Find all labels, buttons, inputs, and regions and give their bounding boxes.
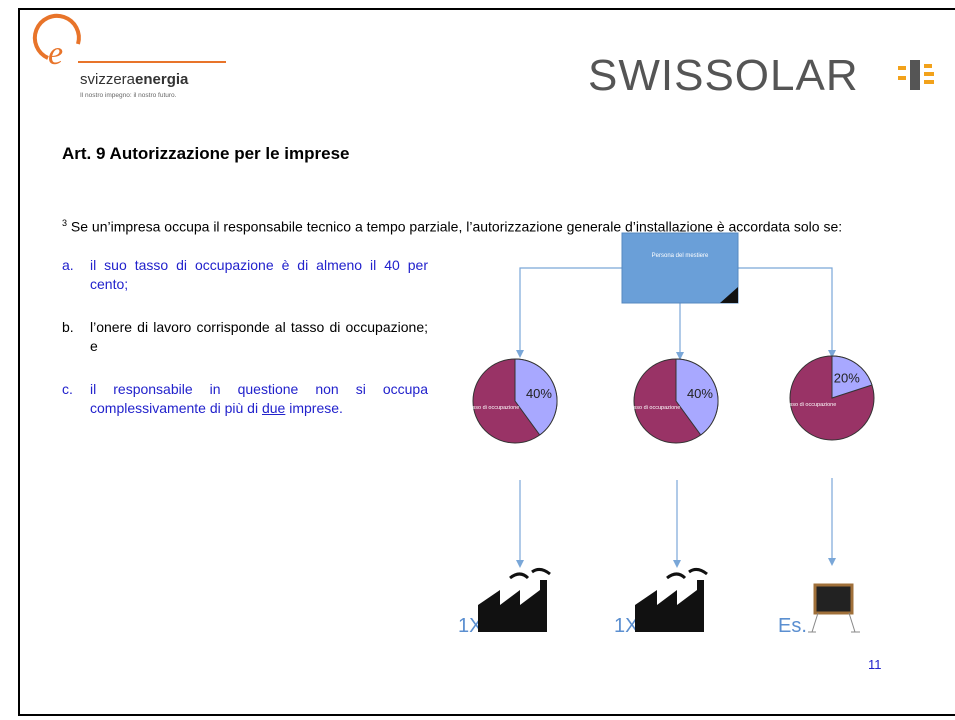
pie-wedge	[675, 358, 719, 436]
list-item: c. il responsabile in questione non si oc…	[62, 380, 428, 418]
pie-caption: 1X	[458, 615, 482, 637]
connectors	[519, 267, 833, 562]
logo-name: svizzeraenergia	[80, 71, 189, 88]
list-item: b. l’onere di lavoro corrisponde al tasso…	[62, 318, 428, 356]
list-text: il responsabile in questione non si occu…	[90, 380, 428, 418]
factory-1	[478, 567, 551, 632]
pie-value-label: 40%	[687, 386, 713, 401]
svg-text:e: e	[48, 35, 63, 72]
underlined-text: due	[261, 400, 286, 416]
pie-label: Tasso di occupazione	[628, 405, 681, 411]
slide-frame	[18, 8, 955, 716]
logo-mark: e	[32, 13, 226, 72]
pie-wedge	[514, 358, 558, 436]
pie-label: Tasso di occupazione	[467, 405, 520, 411]
paragraph-text: Se un’impresa occupa il responsabile tec…	[70, 218, 843, 235]
list-marker: b.	[62, 319, 74, 335]
list-marker: a.	[62, 257, 74, 273]
arrowheads	[516, 350, 836, 568]
brand: SWISSOLAR	[588, 51, 859, 100]
list-text: il suo tasso di occupazione è di almeno …	[90, 257, 428, 292]
page-number: 11	[868, 657, 882, 672]
text-part: imprese.	[289, 400, 343, 416]
list-text: l’onere di lavoro corrisponde al tasso d…	[90, 319, 428, 354]
pie-value-label: 20%	[834, 371, 860, 386]
box-corner	[720, 287, 738, 303]
pies: 40% Tasso di occupazione 1X 40% Tasso di occ…	[458, 355, 875, 637]
slide-title: Art. 9 Autorizzazione per le imprese	[62, 144, 350, 163]
pie-caption: Es.	[778, 615, 807, 637]
pie-value-label: 40%	[526, 386, 552, 401]
list-item: a. il suo tasso di occupazione è di almen…	[62, 256, 428, 294]
pie-caption: 1X	[614, 615, 638, 637]
paragraph: 3 Se un’impresa occupa il responsabile t…	[62, 215, 912, 236]
factory-2	[635, 567, 708, 632]
footnote-number: 3	[62, 218, 68, 228]
blackboard	[808, 583, 860, 633]
pie-label: Tasso di occupazione	[784, 402, 837, 408]
text-part: il responsabile in questione non si occu…	[90, 381, 428, 416]
role-box-label: Persona del mestiere	[652, 253, 709, 259]
role-box	[621, 232, 739, 304]
logo-tagline: Il nostro impegno: il nostro futuro.	[80, 92, 177, 99]
list-marker: c.	[62, 381, 73, 397]
brand-icon	[898, 60, 934, 90]
pie-wedge	[831, 355, 873, 399]
